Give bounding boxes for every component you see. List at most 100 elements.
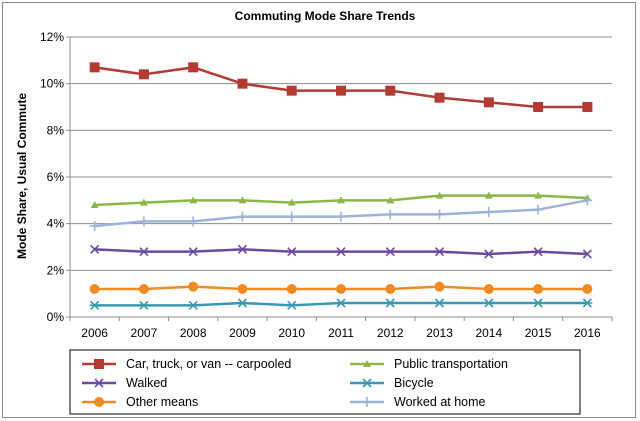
data-point xyxy=(582,102,593,112)
marker-star xyxy=(89,300,100,310)
data-point xyxy=(286,211,297,222)
marker-x xyxy=(434,247,445,257)
marker-square xyxy=(89,62,100,73)
marker-plus xyxy=(582,195,593,206)
marker-square xyxy=(94,359,104,369)
marker-triangle xyxy=(238,196,247,204)
marker-star xyxy=(434,298,445,308)
chart-title: Commuting Mode Share Trends xyxy=(235,9,416,23)
marker-plus xyxy=(434,209,445,220)
legend-item: Walked xyxy=(82,376,167,390)
marker-x xyxy=(336,247,346,257)
data-point xyxy=(89,221,100,231)
legend-item: Bicycle xyxy=(350,376,434,390)
marker-plus xyxy=(138,216,149,227)
x-tick-label: 2011 xyxy=(328,326,354,340)
legend-swatch-marker xyxy=(94,397,104,407)
marker-plus xyxy=(533,204,544,215)
marker-x xyxy=(385,247,395,257)
marker-star xyxy=(237,298,248,308)
marker-plus xyxy=(385,209,396,220)
marker-plus xyxy=(336,211,346,222)
data-point xyxy=(138,300,149,310)
data-point xyxy=(336,247,346,257)
data-point xyxy=(188,247,198,257)
marker-triangle xyxy=(337,196,345,204)
marker-triangle xyxy=(363,360,371,367)
data-point xyxy=(434,209,445,220)
y-tick-label: 10% xyxy=(40,77,64,91)
data-point xyxy=(139,247,149,257)
x-tick-label: 2014 xyxy=(475,326,502,340)
x-tick-label: 2016 xyxy=(574,326,601,340)
data-point xyxy=(286,300,297,310)
marker-star xyxy=(362,378,372,388)
y-tick-label: 6% xyxy=(47,170,65,184)
marker-square xyxy=(385,85,396,96)
data-point xyxy=(237,78,248,89)
data-point xyxy=(336,211,346,222)
marker-square xyxy=(483,97,494,108)
marker-star xyxy=(385,298,396,308)
legend-swatch-marker xyxy=(362,378,372,388)
marker-triangle xyxy=(534,191,543,199)
legend-item: Other means xyxy=(82,395,198,409)
data-point xyxy=(238,196,247,204)
legend-item: Worked at home xyxy=(350,395,486,409)
data-point xyxy=(189,196,198,204)
marker-star xyxy=(336,298,346,308)
data-point xyxy=(90,201,99,208)
marker-plus xyxy=(89,221,100,231)
data-point xyxy=(582,249,592,259)
data-point xyxy=(89,62,100,73)
data-point xyxy=(89,300,100,310)
marker-x xyxy=(484,249,494,259)
marker-circle xyxy=(94,397,104,407)
marker-circle xyxy=(188,281,199,292)
data-point xyxy=(237,298,248,308)
marker-plus xyxy=(483,207,494,217)
marker-triangle xyxy=(189,196,198,204)
data-point xyxy=(237,211,248,222)
marker-circle xyxy=(89,284,100,294)
data-point xyxy=(385,284,396,294)
data-point xyxy=(286,85,297,96)
data-point xyxy=(286,284,297,294)
data-point xyxy=(385,298,396,308)
marker-circle xyxy=(286,284,297,294)
data-point xyxy=(188,62,199,73)
legend-swatch-marker xyxy=(94,359,104,369)
marker-star xyxy=(138,300,149,310)
y-tick-label: 0% xyxy=(47,310,65,324)
data-point xyxy=(483,97,494,108)
marker-circle xyxy=(582,284,593,294)
data-point xyxy=(434,298,445,308)
data-point xyxy=(483,207,494,217)
x-tick-label: 2010 xyxy=(278,326,305,340)
marker-circle xyxy=(336,284,346,294)
marker-square xyxy=(138,69,149,80)
marker-star xyxy=(533,298,544,308)
data-point xyxy=(89,284,100,294)
marker-x xyxy=(582,249,592,259)
legend-label: Walked xyxy=(126,376,167,390)
data-point xyxy=(237,284,248,294)
marker-x xyxy=(237,244,248,254)
data-point xyxy=(533,204,544,215)
data-point xyxy=(138,69,149,80)
data-point xyxy=(337,196,345,204)
marker-plus xyxy=(362,397,372,407)
marker-triangle xyxy=(435,191,444,199)
marker-triangle xyxy=(287,198,296,206)
data-point xyxy=(188,281,199,292)
data-point xyxy=(385,209,396,220)
data-point xyxy=(484,249,494,259)
marker-square xyxy=(533,102,544,112)
data-point xyxy=(139,198,148,206)
marker-triangle xyxy=(484,191,493,199)
x-tick-label: 2012 xyxy=(377,326,404,340)
data-point xyxy=(483,284,494,294)
data-point xyxy=(138,284,149,294)
x-tick-label: 2008 xyxy=(180,326,207,340)
